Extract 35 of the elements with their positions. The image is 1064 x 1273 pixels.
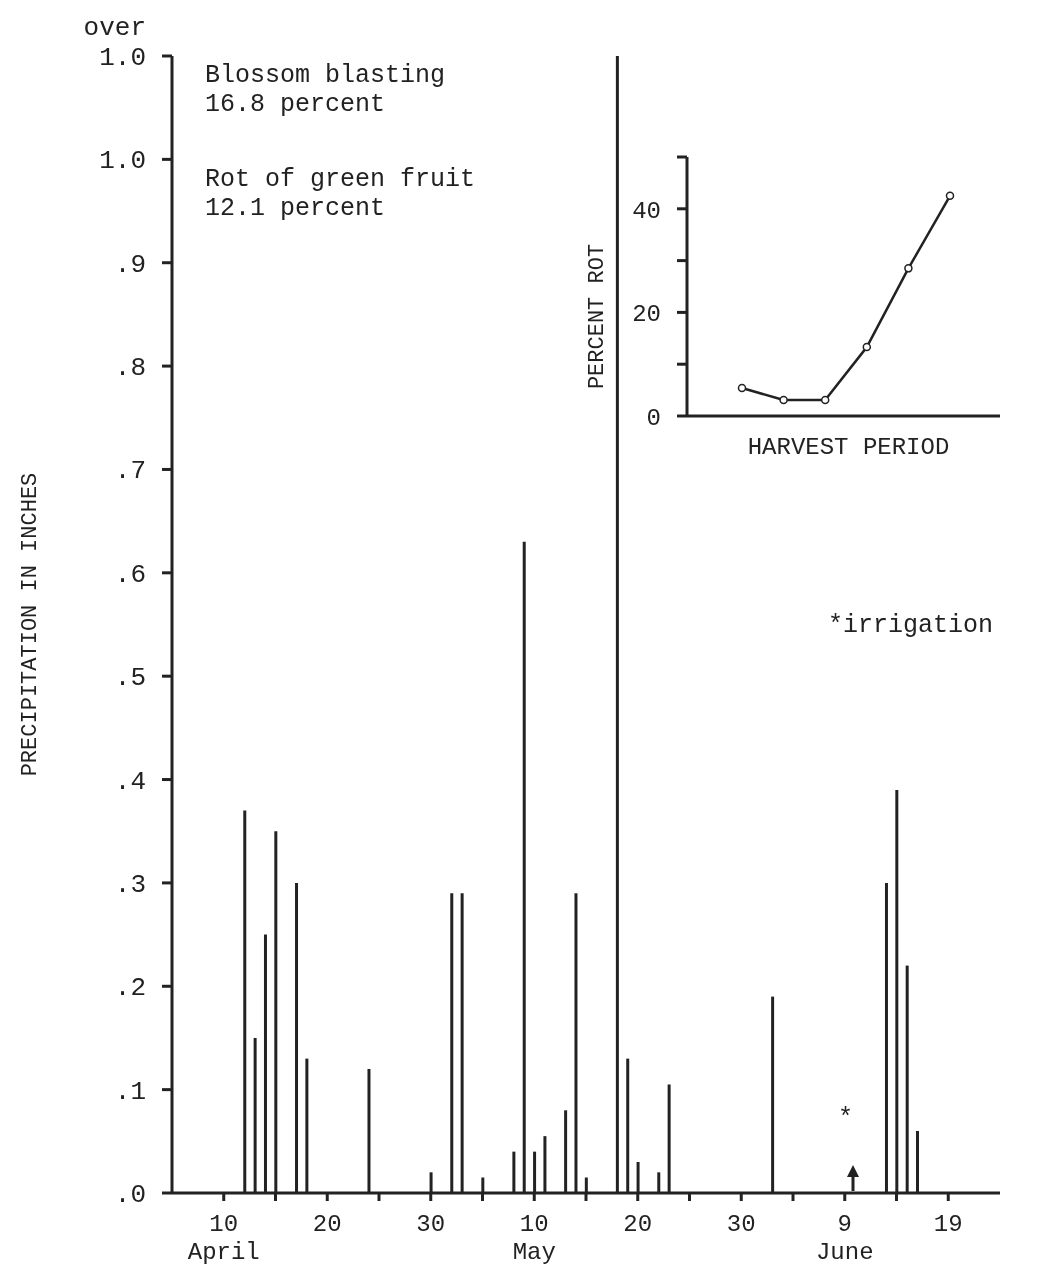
annotation: * <box>838 1104 854 1133</box>
x-tick-label: 10 May <box>512 1211 556 1266</box>
point <box>904 264 913 273</box>
y-tick-label: .3 <box>114 869 146 900</box>
point <box>820 395 830 405</box>
y-tick-label: .9 <box>114 249 146 280</box>
y-tick-label: 20 <box>632 301 661 329</box>
y-tick-label: 0 <box>646 405 661 432</box>
y-tick-label: .6 <box>114 559 146 590</box>
annotation: Blossom blasting 16.8 percent <box>205 61 446 119</box>
x-tick-label: 30 <box>726 1211 756 1238</box>
y-tick-label: .2 <box>114 973 146 1004</box>
x-axis-title: HARVEST PERIOD <box>747 434 950 461</box>
point <box>945 191 955 201</box>
point <box>779 395 788 405</box>
y-tick-label: .8 <box>114 353 146 384</box>
y-axis-title: PERCENT ROT <box>585 243 610 390</box>
annotation: Rot of green fruit 12.1 percent <box>205 165 476 223</box>
point <box>862 342 872 352</box>
y-tick-label: .4 <box>114 766 146 797</box>
x-tick-label: 19 <box>933 1211 963 1238</box>
point <box>737 383 747 393</box>
y-tick-label: .0 <box>114 1180 146 1210</box>
y-tick-label: .1 <box>114 1076 146 1107</box>
y-tick-label: over 1.0 <box>83 13 146 73</box>
y-tick-label: 40 <box>632 197 661 225</box>
x-tick-label: 9 June <box>815 1211 874 1266</box>
y-axis-title: PRECIPITATION IN INCHES <box>18 472 43 777</box>
x-tick-label: 10 April <box>187 1211 260 1266</box>
y-tick-label: .5 <box>114 663 146 694</box>
x-tick-label: 30 <box>416 1211 446 1238</box>
y-tick-label: .7 <box>114 456 146 487</box>
x-tick-label: 20 <box>312 1211 342 1238</box>
y-tick-label: 1.0 <box>99 146 146 177</box>
annotation: *irrigation <box>828 611 994 640</box>
